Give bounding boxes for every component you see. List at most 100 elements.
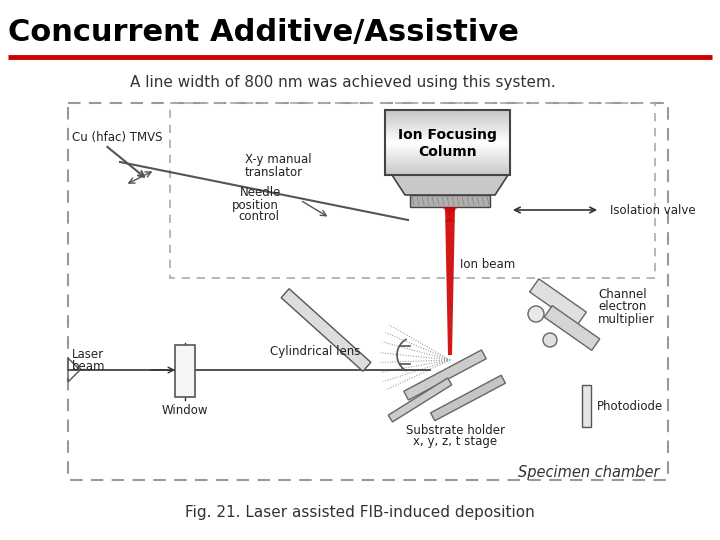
Bar [385, 111, 510, 112]
Bar [385, 149, 510, 150]
Polygon shape [442, 207, 458, 222]
Bar [385, 156, 510, 157]
Bar [385, 116, 510, 117]
Text: Column: Column [418, 145, 477, 159]
Text: Cu (hfac) TMVS: Cu (hfac) TMVS [72, 131, 163, 144]
Text: Specimen chamber: Specimen chamber [518, 464, 660, 480]
Bar [385, 168, 510, 169]
Text: position: position [232, 199, 279, 212]
Bar [385, 110, 510, 175]
Bar [385, 138, 510, 139]
Bar [385, 166, 510, 167]
Bar [385, 165, 510, 166]
Bar [385, 136, 510, 137]
Polygon shape [445, 207, 455, 355]
Bar [385, 115, 510, 116]
Bar [385, 142, 510, 143]
Polygon shape [388, 378, 452, 422]
Bar [385, 113, 510, 114]
Bar [385, 112, 510, 113]
Text: electron: electron [598, 300, 647, 314]
Bar [385, 144, 510, 145]
Polygon shape [392, 175, 508, 195]
Bar [385, 157, 510, 158]
Bar [385, 174, 510, 175]
Bar [385, 147, 510, 148]
Bar [385, 160, 510, 161]
Text: Ion beam: Ion beam [460, 259, 516, 272]
Text: Needle: Needle [240, 186, 282, 199]
Text: X-y manual: X-y manual [245, 153, 312, 166]
Text: beam: beam [72, 361, 106, 374]
Bar [385, 114, 510, 115]
Text: Concurrent Additive/Assistive: Concurrent Additive/Assistive [8, 17, 519, 46]
Bar [385, 154, 510, 155]
Bar [385, 135, 510, 136]
Bar [385, 173, 510, 174]
Text: Laser: Laser [72, 348, 104, 361]
Bar [385, 169, 510, 170]
Bar [582, 385, 591, 427]
Bar [385, 141, 510, 142]
Text: Channel: Channel [598, 288, 647, 301]
Polygon shape [530, 279, 586, 325]
Bar [385, 129, 510, 130]
Text: multiplier: multiplier [598, 313, 655, 326]
Bar [385, 137, 510, 138]
Text: Ion Focusing: Ion Focusing [398, 129, 497, 143]
Bar [385, 172, 510, 173]
Bar [385, 139, 510, 140]
Bar [385, 122, 510, 123]
Circle shape [528, 306, 544, 322]
Polygon shape [544, 306, 600, 350]
Polygon shape [281, 289, 371, 372]
Bar [385, 126, 510, 127]
Bar [385, 120, 510, 121]
Bar [385, 117, 510, 118]
Text: Substrate holder: Substrate holder [405, 423, 505, 436]
Bar [385, 170, 510, 171]
Text: control: control [238, 211, 279, 224]
Text: Fig. 21. Laser assisted FIB-induced deposition: Fig. 21. Laser assisted FIB-induced depo… [185, 504, 535, 519]
Bar [385, 158, 510, 159]
Text: A line width of 800 nm was achieved using this system.: A line width of 800 nm was achieved usin… [130, 75, 556, 90]
Bar [385, 171, 510, 172]
Bar [385, 146, 510, 147]
Bar [385, 148, 510, 149]
Bar [385, 119, 510, 120]
Text: Window: Window [162, 403, 208, 416]
Text: x, y, z, t stage: x, y, z, t stage [413, 435, 497, 449]
Bar [385, 140, 510, 141]
Bar [385, 162, 510, 163]
Text: Photodiode: Photodiode [597, 400, 663, 413]
Bar [385, 133, 510, 134]
Bar [385, 131, 510, 132]
Bar [385, 164, 510, 165]
Bar [68, 103, 668, 480]
Bar [410, 195, 490, 207]
Text: Isolation valve: Isolation valve [610, 204, 696, 217]
Bar [385, 155, 510, 156]
Polygon shape [431, 375, 505, 421]
Bar [385, 127, 510, 128]
Bar [385, 161, 510, 162]
Bar [385, 159, 510, 160]
Bar [385, 143, 510, 144]
Text: translator: translator [245, 165, 303, 179]
Bar [385, 163, 510, 164]
Bar [385, 121, 510, 122]
Bar [385, 134, 510, 135]
Bar [385, 153, 510, 154]
Bar [385, 152, 510, 153]
Bar [385, 132, 510, 133]
Bar [385, 151, 510, 152]
Bar [385, 128, 510, 129]
Bar [385, 145, 510, 146]
Bar [385, 110, 510, 111]
Polygon shape [404, 350, 486, 400]
Circle shape [543, 333, 557, 347]
Bar [170, 103, 655, 278]
Bar [385, 123, 510, 124]
Text: Cylindrical lens: Cylindrical lens [270, 346, 361, 359]
Bar [175, 345, 195, 397]
